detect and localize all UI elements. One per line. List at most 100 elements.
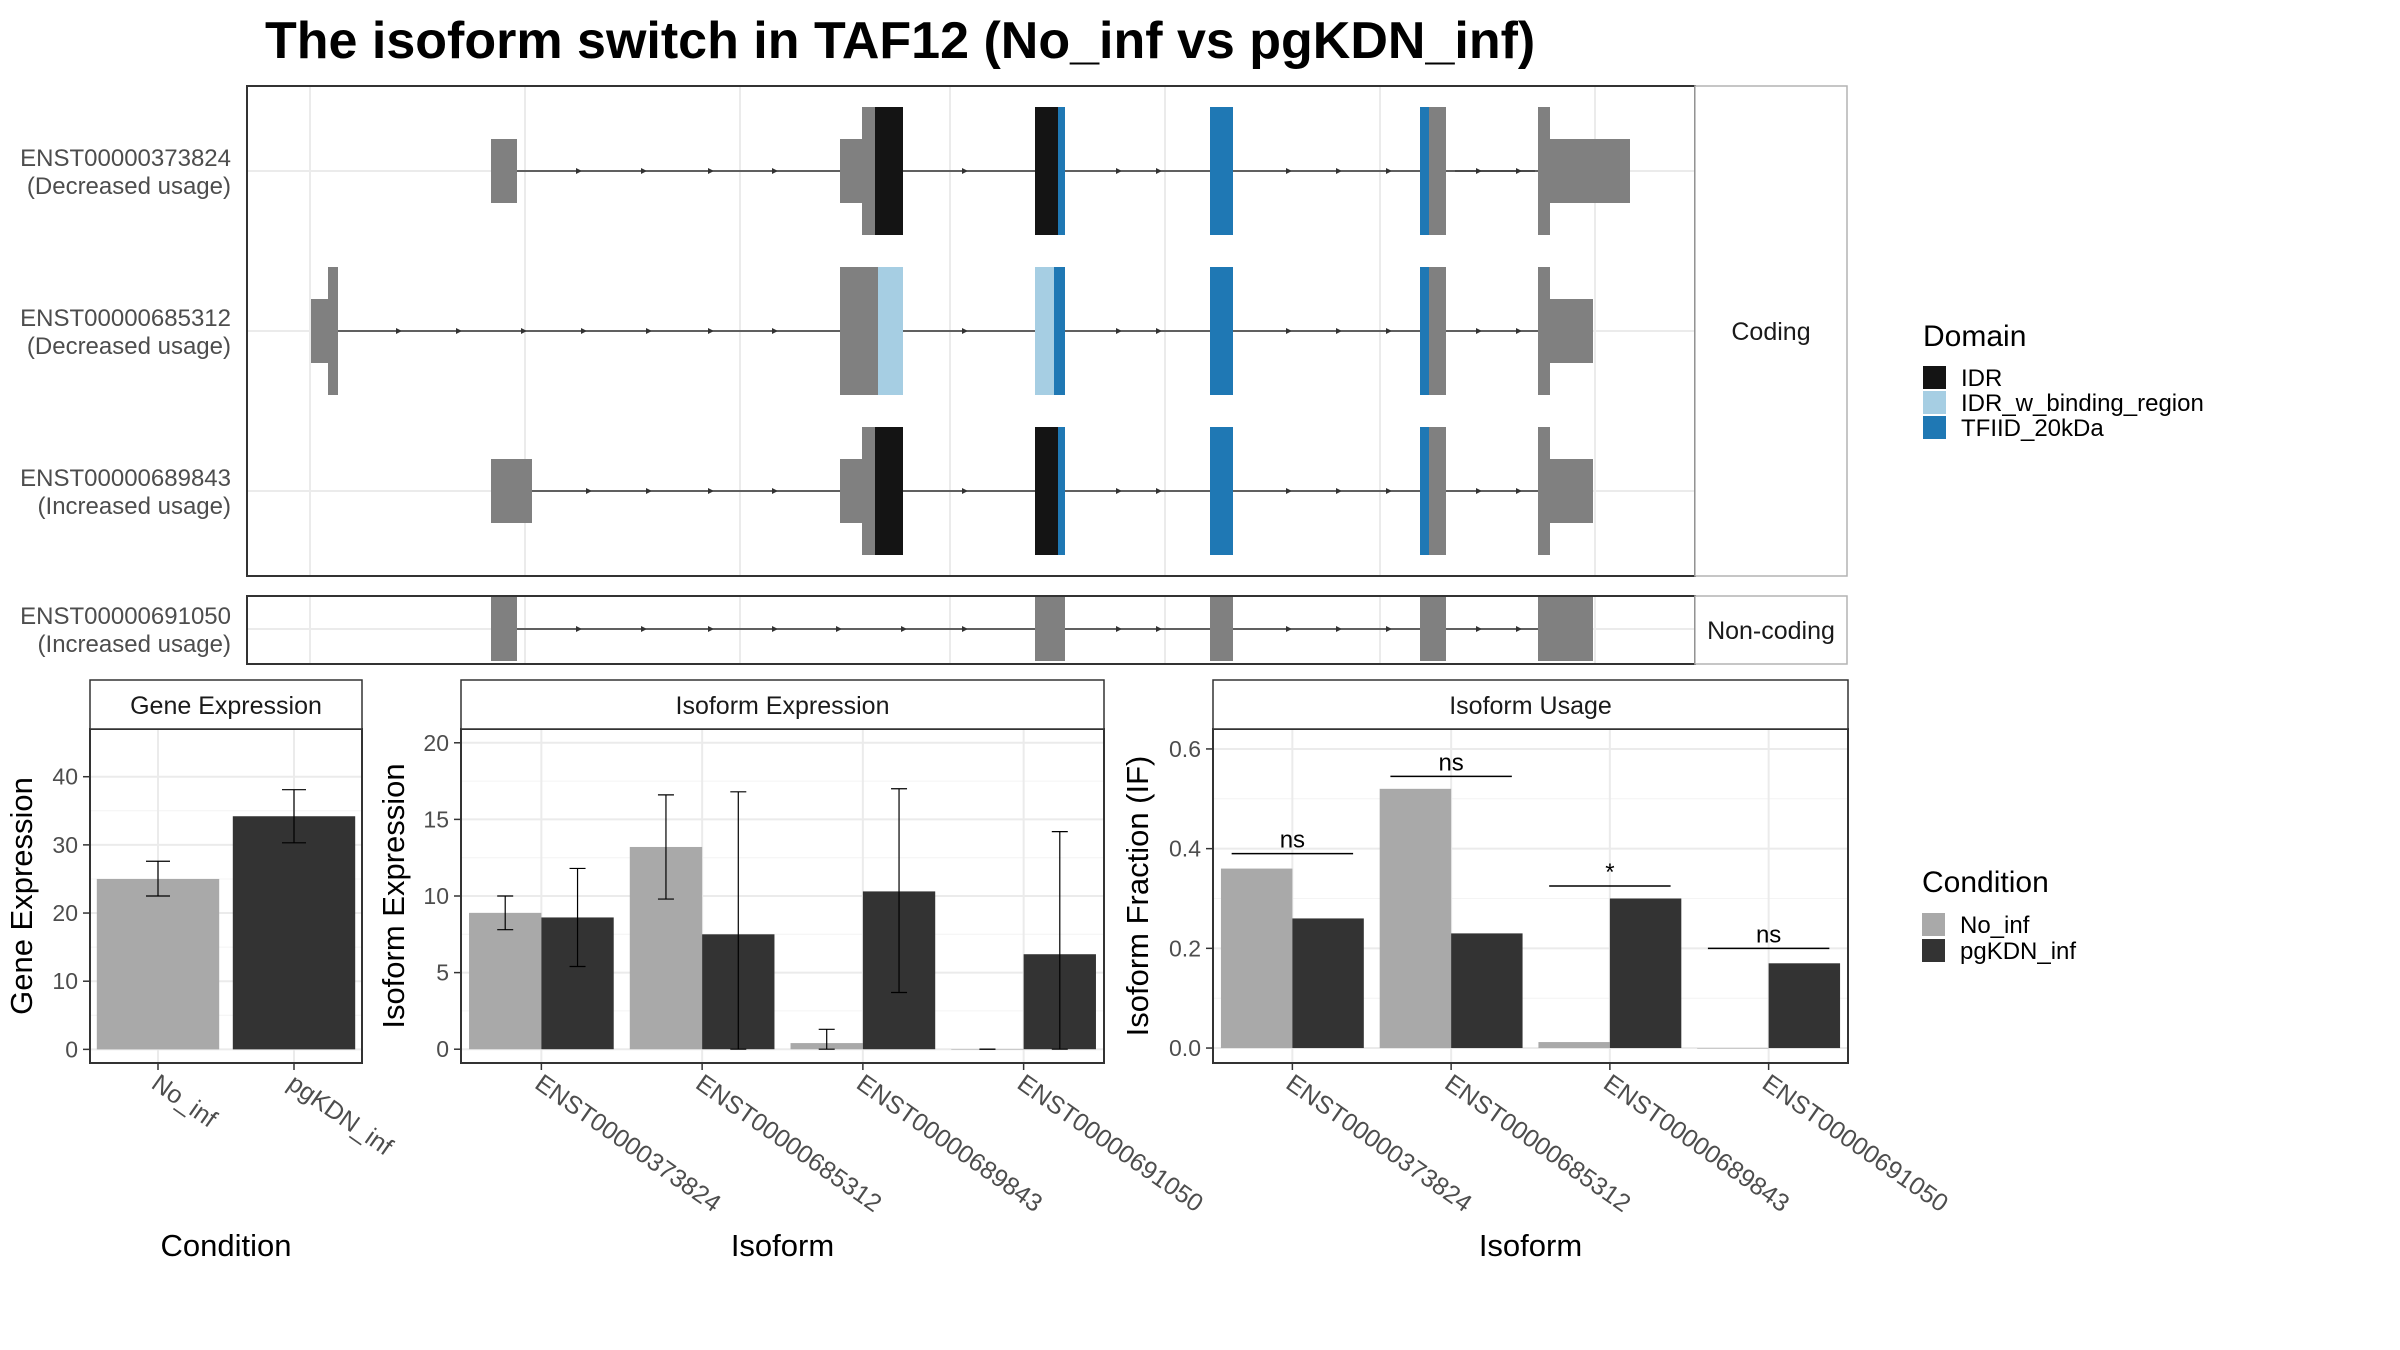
bar-pgKDN_inf [1292,918,1364,1049]
intron-arrow [646,328,652,334]
intron-arrow [1476,328,1482,334]
intron-arrow [836,626,842,632]
exon-block [840,139,862,203]
facet-strip-label: Non-coding [1707,617,1835,645]
intron-arrow [962,328,968,334]
intron-arrow [581,328,587,334]
intron-arrow [1386,488,1392,494]
intron-arrow [1516,488,1522,494]
chart-strip-label: Isoform Expression [676,692,890,720]
exon-block [311,299,328,363]
facet-strip-label: Coding [1731,318,1810,346]
intron-arrow [901,626,907,632]
exon-block [1538,427,1550,555]
significance-label: * [1605,859,1614,886]
intron-arrow [1476,488,1482,494]
intron-arrow [1336,488,1342,494]
bar-No_inf [1220,868,1293,1049]
intron-arrow [1156,488,1162,494]
intron-arrow [396,328,402,334]
intron-arrow [1286,626,1292,632]
exon-block [1429,107,1446,235]
transcript-usage-label: (Decreased usage) [27,173,231,200]
transcript-id-label: ENST00000691050 [20,603,231,630]
exon-block [1550,299,1593,363]
intron-arrow [1116,488,1122,494]
exon-block [1035,267,1054,395]
bar-No_inf [1538,1042,1610,1049]
y-axis-title: Isoform Expression [376,763,411,1028]
bar-No_inf [1697,1048,1769,1049]
exon-block [840,459,862,523]
intron-arrow [962,168,968,174]
exon-block [1058,107,1065,235]
exon-block [1550,459,1593,523]
intron-arrow [1516,328,1522,334]
domain-legend-label: IDR_w_binding_region [1961,390,2204,417]
domain-legend: Domain IDRIDR_w_binding_regionTFIID_20kD… [1923,320,2204,442]
intron-arrow [646,488,652,494]
y-tick-label: 20 [423,730,449,756]
y-tick-label: 0 [65,1036,78,1062]
transcript-usage-label: (Increased usage) [38,631,231,658]
x-axis-title: Condition [161,1228,292,1263]
chart-strip [460,679,1105,730]
y-tick-label: 0.6 [1169,736,1201,762]
exon-block [862,427,875,555]
intron-arrow [586,488,592,494]
domain-legend-label: IDR [1961,365,2002,392]
y-axis-title: Isoform Fraction (IF) [1120,756,1155,1037]
domain-legend-key [1923,416,1946,439]
intron-arrow [772,168,778,174]
condition-legend-key [1922,939,1945,962]
intron-arrow [521,328,527,334]
intron-arrow [1116,168,1122,174]
transcript-usage-label: (Increased usage) [38,493,231,520]
y-tick-label: 5 [436,960,449,986]
bar-No_inf [1379,788,1452,1049]
intron-arrow [772,626,778,632]
exon-block [878,267,903,395]
y-tick-label: 0.4 [1169,836,1201,862]
exon-block [1538,267,1550,395]
intron-arrow [1286,488,1292,494]
intron-arrow [772,328,778,334]
y-tick-label: 0 [436,1036,449,1062]
intron-arrow [708,626,714,632]
transcript-id-label: ENST00000689843 [20,465,231,492]
transcript-structure-plot: CodingNon-codingENST00000373824(Decrease… [20,85,1848,665]
intron-arrow [1386,328,1392,334]
chart-strip [1212,679,1849,730]
exon-block [1420,267,1429,395]
chart-strip-label: Gene Expression [130,692,322,720]
exon-block [1420,427,1429,555]
condition-legend-title: Condition [1922,866,2049,899]
exon-block [1429,267,1446,395]
y-tick-label: 30 [52,832,78,858]
exon-block [1058,427,1065,555]
intron-arrow [708,328,714,334]
exon-block [1538,597,1593,661]
intron-arrow [641,626,647,632]
intron-arrow [708,168,714,174]
exon-block [1210,267,1233,395]
y-tick-label: 20 [52,900,78,926]
exon-block [1420,107,1429,235]
intron-arrow [576,168,582,174]
condition-legend-label: pgKDN_inf [1960,938,2076,965]
expression-bar-charts: Gene Expression 0 10 20 30 40 No_inf pgKDN_inf C… [4,679,1953,1263]
bar-pgKDN_inf [1451,933,1523,1049]
transcript-id-label: ENST00000685312 [20,305,231,332]
bar-pgKDN_inf [232,816,356,1050]
y-axis-title: Gene Expression [4,777,39,1015]
exon-block [1210,107,1233,235]
intron-arrow [641,168,647,174]
exon-block [1035,107,1058,235]
intron-arrow [1156,168,1162,174]
bar-No_inf [96,878,220,1050]
bar-No_inf [469,912,542,1050]
intron-arrow [1116,328,1122,334]
significance-label: ns [1280,827,1305,854]
